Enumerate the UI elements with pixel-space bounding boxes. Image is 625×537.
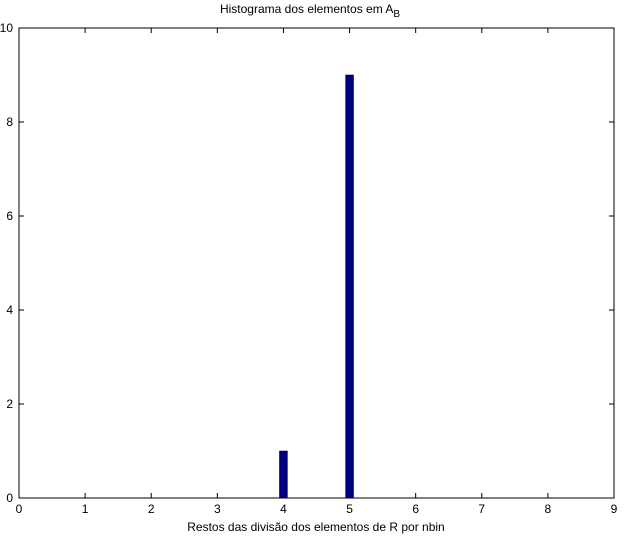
y-tick-label: 0 <box>6 491 13 505</box>
y-tick-label: 6 <box>6 209 13 223</box>
x-tick-label: 4 <box>280 502 287 516</box>
y-tick-label: 4 <box>6 303 13 317</box>
x-tick-label: 3 <box>214 502 221 516</box>
y-tick-label: 10 <box>0 21 13 35</box>
bars <box>279 74 354 499</box>
x-axis-ticks: 0 1 2 3 4 5 6 7 8 9 <box>16 28 618 516</box>
x-tick-label: 7 <box>478 502 485 516</box>
bar-5 <box>345 74 354 499</box>
plot-area <box>18 27 615 499</box>
chart-title: Histograma dos elementos em AB <box>220 2 400 20</box>
x-tick-label: 2 <box>148 502 155 516</box>
x-tick-label: 6 <box>412 502 419 516</box>
y-axis-ticks: 0 2 4 6 8 10 <box>0 21 614 505</box>
x-tick-label: 5 <box>346 502 353 516</box>
x-tick-label: 9 <box>611 502 618 516</box>
chart-title-subscript: B <box>393 9 400 20</box>
x-tick-label: 8 <box>545 502 552 516</box>
x-axis-label: Restos das divisão dos elementos de R po… <box>187 520 444 534</box>
chart-title-main: Histograma dos elementos em A <box>220 2 393 16</box>
y-tick-label: 2 <box>6 397 13 411</box>
x-tick-label: 0 <box>16 502 23 516</box>
y-tick-label: 8 <box>6 115 13 129</box>
x-tick-label: 1 <box>82 502 89 516</box>
bar-4 <box>279 450 288 499</box>
